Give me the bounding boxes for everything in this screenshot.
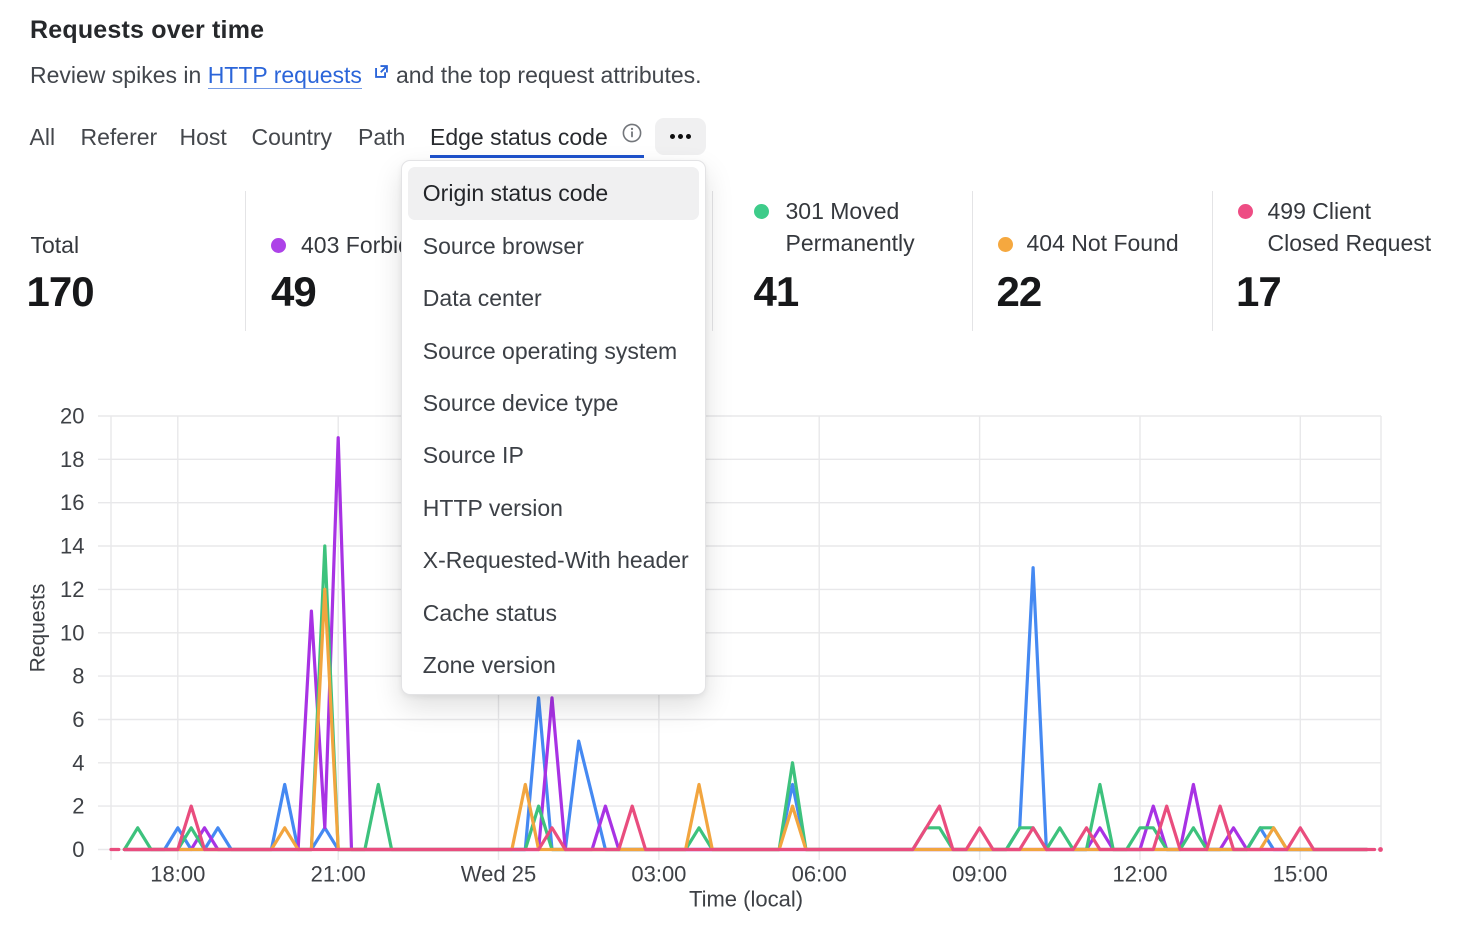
- svg-text:20: 20: [60, 404, 84, 429]
- svg-text:18: 18: [60, 447, 84, 472]
- svg-text:03:00: 03:00: [631, 862, 686, 887]
- svg-text:14: 14: [60, 534, 84, 559]
- svg-text:2: 2: [72, 794, 84, 819]
- svg-text:Requests: Requests: [27, 584, 50, 673]
- svg-text:8: 8: [72, 664, 84, 689]
- svg-text:12:00: 12:00: [1112, 862, 1167, 887]
- svg-text:06:00: 06:00: [792, 862, 847, 887]
- svg-text:15:00: 15:00: [1273, 862, 1328, 887]
- svg-text:18:00: 18:00: [150, 862, 205, 887]
- svg-text:09:00: 09:00: [952, 862, 1007, 887]
- svg-text:10: 10: [60, 620, 84, 645]
- svg-text:Time (local): Time (local): [689, 887, 803, 912]
- svg-text:0: 0: [72, 837, 84, 862]
- svg-text:12: 12: [60, 577, 84, 602]
- svg-text:Wed 25: Wed 25: [461, 862, 536, 887]
- svg-text:4: 4: [72, 750, 84, 775]
- svg-text:21:00: 21:00: [311, 862, 366, 887]
- svg-text:6: 6: [72, 707, 84, 732]
- svg-text:16: 16: [60, 490, 84, 515]
